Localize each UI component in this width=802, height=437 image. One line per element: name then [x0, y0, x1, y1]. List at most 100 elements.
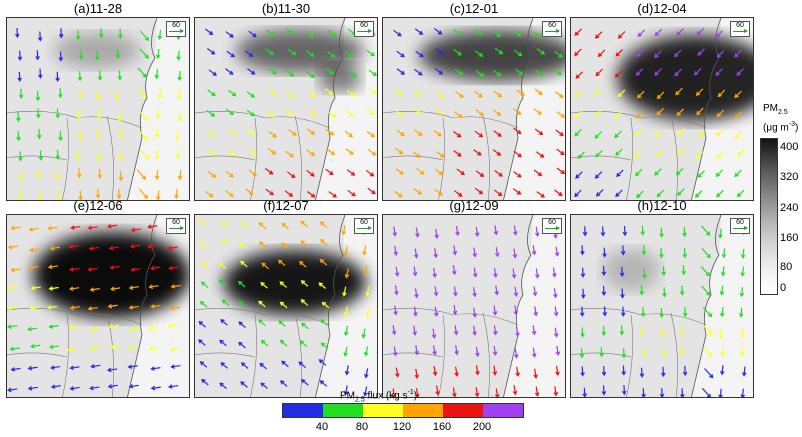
flux-vector-head: [660, 332, 665, 337]
flux-vector: [637, 90, 645, 98]
flux-vector-head: [69, 267, 74, 272]
flux-vector-head: [175, 154, 181, 159]
flux-vector: [475, 346, 479, 357]
flux-vector-head: [87, 306, 93, 311]
flux-vector: [556, 167, 565, 174]
flux-vector: [675, 87, 683, 95]
flux-vector: [155, 69, 159, 79]
flux-vector-head: [141, 93, 147, 99]
flux-vector-head: [175, 136, 180, 142]
flux-vector-head: [249, 190, 254, 195]
panel-title-d: (d)12-04: [637, 1, 687, 16]
flux-vector: [265, 110, 274, 118]
flux-vector-head: [734, 134, 739, 140]
flux-vector: [495, 388, 499, 397]
flux-vector-head: [55, 114, 61, 119]
flux-vector: [553, 68, 562, 76]
flux-vector: [516, 366, 519, 376]
flux-vector: [109, 246, 120, 250]
flux-vector-head: [110, 286, 115, 292]
flux-vector-head: [30, 343, 35, 349]
flux-vector: [473, 267, 477, 277]
flux-vector: [281, 242, 289, 250]
flux-vector-head: [199, 300, 205, 306]
panel-title-h: (h)12-10: [637, 198, 687, 213]
flux-vector-head: [28, 227, 34, 232]
flux-vector-head: [169, 305, 175, 311]
flux-vector: [657, 91, 665, 99]
flux-vector-head: [634, 131, 640, 136]
flux-vector-head: [154, 74, 160, 80]
flux-vector-head: [706, 393, 711, 397]
flux-vector-head: [258, 241, 264, 246]
flux-vector-head: [634, 153, 639, 159]
flux-vector: [325, 168, 334, 175]
flux-vector: [552, 267, 556, 277]
flux-vector-head: [617, 92, 623, 98]
flux-vector-head: [118, 34, 123, 39]
flux-vector-head: [675, 90, 680, 96]
flux-vector: [696, 88, 704, 96]
flux-vector: [246, 109, 255, 117]
flux-vector-head: [167, 323, 173, 329]
flux-vector: [149, 326, 159, 330]
flux-vector: [238, 281, 246, 288]
flux-vector-head: [268, 170, 274, 175]
map-canvas-f: [195, 215, 377, 397]
flux-vector-head: [639, 331, 644, 337]
map-panel-h: 60: [570, 214, 754, 398]
flux-vector: [513, 171, 522, 178]
flux-vector-head: [413, 312, 418, 317]
flux-vector: [169, 384, 179, 388]
flux-vector: [513, 385, 517, 395]
flux-vector: [177, 50, 180, 60]
flux-vector: [434, 306, 438, 316]
flux-vector: [200, 301, 208, 308]
flux-vector-head: [682, 232, 687, 238]
flux-vector-head: [29, 305, 35, 311]
flux-vector-head: [594, 134, 599, 139]
reference-vector-b: 60: [354, 21, 374, 37]
flux-vector: [301, 299, 309, 306]
flux-vector-head: [515, 372, 520, 378]
flux-vector: [555, 365, 559, 375]
flux-vector-head: [716, 112, 721, 118]
flux-vector-head: [168, 265, 173, 271]
flux-vector: [177, 148, 180, 158]
flux-vector-head: [232, 92, 237, 97]
flux-vector-head: [281, 242, 286, 247]
flux-vector-head: [219, 382, 224, 387]
flux-vector-head: [66, 347, 72, 352]
flux-vector: [306, 50, 314, 57]
flux-vector-head: [218, 262, 223, 267]
flux-vector: [258, 319, 266, 327]
flux-vector-head: [456, 31, 462, 36]
flux-vector: [151, 386, 161, 390]
flux-vector: [280, 340, 288, 347]
flux-vector-head: [513, 292, 519, 297]
pm-colorbar-title: PM2.5 (μg m-3): [763, 103, 799, 134]
flux-vector-head: [177, 76, 182, 82]
flux-vector-head: [620, 312, 626, 317]
flux-vector-head: [238, 321, 243, 326]
flux-vector-head: [210, 50, 216, 55]
flux-vector-head: [301, 322, 306, 327]
flux-vector-head: [96, 156, 101, 162]
flux-vector: [475, 70, 484, 77]
flux-vector-head: [520, 91, 525, 97]
flux-vector: [90, 288, 100, 291]
flux-vector: [395, 168, 404, 175]
flux-color-swatch: [363, 404, 403, 417]
flux-vector: [238, 321, 246, 329]
flux-vector-head: [177, 117, 183, 122]
flux-vector: [11, 268, 21, 271]
flux-vector: [136, 169, 146, 180]
flux-vector-head: [291, 51, 297, 56]
flux-vector: [455, 225, 459, 236]
flux-vector-head: [512, 253, 518, 259]
flux-vector-head: [211, 151, 216, 156]
flux-vector-head: [415, 393, 420, 397]
flux-vector-head: [434, 234, 439, 239]
flux-vector-head: [677, 150, 682, 156]
flux-vector: [261, 340, 269, 347]
